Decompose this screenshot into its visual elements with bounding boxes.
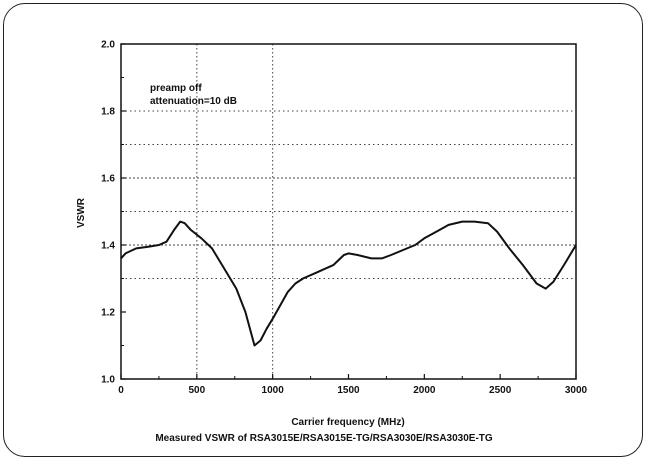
y-axis-label: VSWR — [76, 197, 87, 228]
x-tick-label: 2000 — [413, 385, 436, 396]
vswr-series-line — [120, 220, 577, 347]
y-tick-label: 2.0 — [101, 40, 115, 51]
annotation-preamp: preamp off — [150, 83, 202, 94]
annotation-attenuation: attenuation=10 dB — [150, 96, 237, 107]
figure-frame — [3, 3, 643, 457]
y-tick-label: 1.8 — [101, 107, 115, 118]
x-tick-label: 0 — [118, 385, 124, 396]
x-tick-label: 1000 — [262, 385, 285, 396]
x-axis-label: Carrier frequency (MHz) — [291, 417, 404, 428]
axis-ticks: 1.0 1.2 1.4 1.6 1.8 2.0 0 500 1000 1500 2000 2500 30… — [101, 40, 587, 397]
x-tick-label: 500 — [188, 385, 205, 396]
figure-caption: Measured VSWR of RSA3015E/RSA3015E-TG/RS… — [155, 433, 493, 444]
grid-lines — [121, 44, 576, 379]
y-tick-label: 1.6 — [101, 174, 115, 185]
y-tick-label: 1.4 — [101, 241, 115, 252]
x-tick-label: 3000 — [565, 385, 588, 396]
y-tick-label: 1.0 — [101, 375, 115, 386]
y-tick-label: 1.2 — [101, 308, 115, 319]
x-tick-label: 2500 — [489, 385, 512, 396]
x-tick-label: 1500 — [337, 385, 360, 396]
